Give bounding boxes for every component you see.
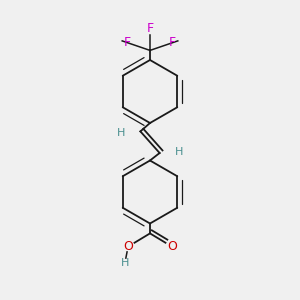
- Text: H: H: [116, 128, 125, 138]
- Text: F: F: [146, 22, 154, 35]
- Text: O: O: [123, 240, 133, 253]
- Text: F: F: [124, 36, 131, 49]
- Text: H: H: [121, 258, 129, 268]
- Text: O: O: [167, 240, 177, 253]
- Text: F: F: [169, 36, 176, 49]
- Text: H: H: [175, 147, 184, 157]
